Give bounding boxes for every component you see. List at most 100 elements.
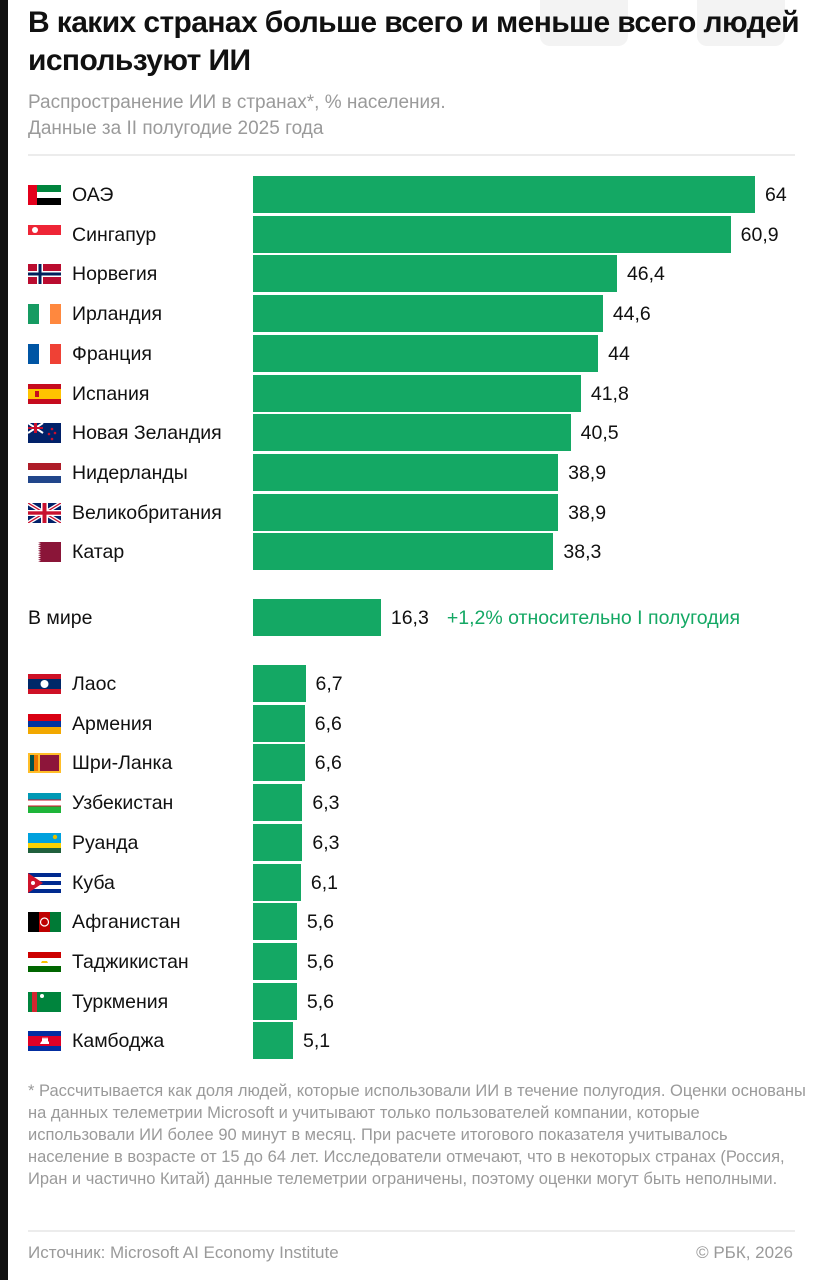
category-label: Армения	[72, 712, 153, 735]
data-label: 46,4	[626, 263, 665, 286]
data-label: 38,9	[568, 501, 607, 524]
chart-row: Таджикистан 5,6	[0, 942, 823, 981]
category-label: Великобритания	[72, 501, 222, 524]
bar	[253, 903, 297, 941]
data-label: 64	[765, 184, 787, 206]
category-label: Камбоджа	[72, 1030, 165, 1053]
data-label: 5,6	[306, 911, 335, 934]
data-label: 60,9	[740, 223, 779, 246]
flag-uk-icon	[28, 502, 61, 523]
data-label: 6,3	[312, 792, 340, 815]
bar	[253, 215, 731, 253]
chart-row: Франция 44	[0, 334, 823, 373]
category-label: Катар	[72, 541, 125, 564]
bar	[253, 784, 303, 822]
bar	[253, 453, 559, 491]
category-label: Новая Зеландия	[72, 422, 222, 445]
data-label: 16,3	[390, 607, 429, 629]
chart-row: Великобритания 38,9	[0, 493, 823, 532]
flag-spain-icon	[28, 383, 61, 404]
category-label: Лаос	[72, 673, 117, 695]
data-label: 44	[608, 342, 630, 365]
chart-row: Узбекистан 6,3	[0, 784, 823, 822]
data-label: 6,7	[315, 673, 343, 695]
share-button[interactable]	[540, 0, 628, 46]
world-row: В мире 16,3 +1,2% относительно I полугодия	[0, 599, 823, 637]
category-label: Франция	[72, 342, 152, 365]
flag-ireland-icon	[28, 304, 61, 325]
source: Источник: Microsoft AI Economy Institute	[28, 1243, 339, 1262]
divider	[28, 154, 795, 156]
flag-norway-icon	[28, 264, 61, 285]
bar	[253, 823, 303, 861]
chart-row: Нидерланды 38,9	[0, 453, 823, 492]
data-label: 40,5	[580, 422, 619, 445]
data-label: 5,6	[306, 950, 335, 973]
category-label: ОАЭ	[72, 184, 114, 206]
flag-france-icon	[28, 343, 61, 364]
chart-row: Катар 38,3	[0, 533, 823, 571]
chart-row: Сингапур 60,9	[0, 215, 823, 254]
category-label: Туркмения	[72, 990, 169, 1013]
category-label: Испания	[72, 382, 150, 405]
close-button[interactable]	[697, 0, 785, 46]
chart-subtitle: Распространение ИИ в странах*, % населен…	[28, 90, 446, 142]
chart-row: Руанда 6,3	[0, 823, 823, 862]
flag-uzbekistan-icon	[28, 793, 61, 814]
bar	[253, 533, 554, 571]
flag-qatar-icon	[28, 542, 61, 563]
bar	[253, 334, 599, 372]
bar	[253, 942, 297, 980]
bar	[253, 255, 617, 293]
bar	[253, 863, 301, 901]
bar	[253, 1022, 293, 1060]
chart-row: Афганистан 5,6	[0, 903, 823, 941]
category-label: Афганистан	[72, 911, 181, 934]
flag-uae-icon	[28, 185, 61, 205]
flag-laos-icon	[28, 674, 61, 694]
category-label: Руанда	[72, 831, 139, 854]
chart-row: Камбоджа 5,1	[0, 1022, 823, 1060]
chart-row: Туркмения 5,6	[0, 982, 823, 1021]
bar	[253, 665, 306, 702]
world-annotation: +1,2% относительно I полугодия	[446, 607, 741, 629]
data-label: 6,3	[312, 831, 340, 854]
chart-row: Норвегия 46,4	[0, 255, 823, 293]
flag-new-zealand-icon	[28, 423, 61, 444]
bar	[253, 599, 381, 636]
flag-singapore-icon	[28, 224, 61, 245]
chart-title: В каких странах больше всего и меньше вс…	[28, 6, 800, 77]
chart-row: Испания 41,8	[0, 374, 823, 413]
bar	[253, 704, 305, 742]
bar	[253, 982, 297, 1020]
flag-tajikistan-icon	[28, 951, 61, 972]
data-label: 41,8	[590, 382, 629, 405]
data-label: 38,3	[563, 541, 602, 564]
bar	[253, 744, 305, 782]
category-label: Шри-Ланка	[72, 752, 173, 775]
chart-row: Шри-Ланка 6,6	[0, 744, 823, 782]
data-label: 6,6	[314, 712, 342, 735]
category-label: Сингапур	[72, 223, 157, 246]
category-label: Таджикистан	[72, 950, 189, 973]
subtitle-line-2: Данные за II полугодие 2025 года	[28, 118, 324, 139]
window-edge	[0, 0, 8, 1280]
chart-row: Лаос 6,7	[0, 665, 823, 703]
footnote: * Рассчитывается как доля людей, которые…	[28, 1082, 806, 1188]
flag-rwanda-icon	[28, 832, 61, 853]
category-label: Куба	[72, 871, 115, 894]
flag-armenia-icon	[28, 713, 61, 734]
category-label: В мире	[28, 607, 93, 629]
flag-sri-lanka-icon	[28, 753, 61, 774]
flag-afghanistan-icon	[28, 912, 61, 933]
flag-cambodia-icon	[28, 1031, 61, 1052]
data-label: 6,1	[310, 871, 338, 894]
chart-row: Ирландия 44,6	[0, 295, 823, 333]
chart-row: Армения 6,6	[0, 704, 823, 743]
data-label: 6,6	[314, 752, 342, 775]
subtitle-line-1: Распространение ИИ в странах*, % населен…	[28, 92, 446, 113]
flag-netherlands-icon	[28, 462, 61, 483]
bar	[253, 414, 571, 452]
category-label: Норвегия	[72, 263, 158, 286]
data-label: 5,6	[306, 990, 335, 1013]
